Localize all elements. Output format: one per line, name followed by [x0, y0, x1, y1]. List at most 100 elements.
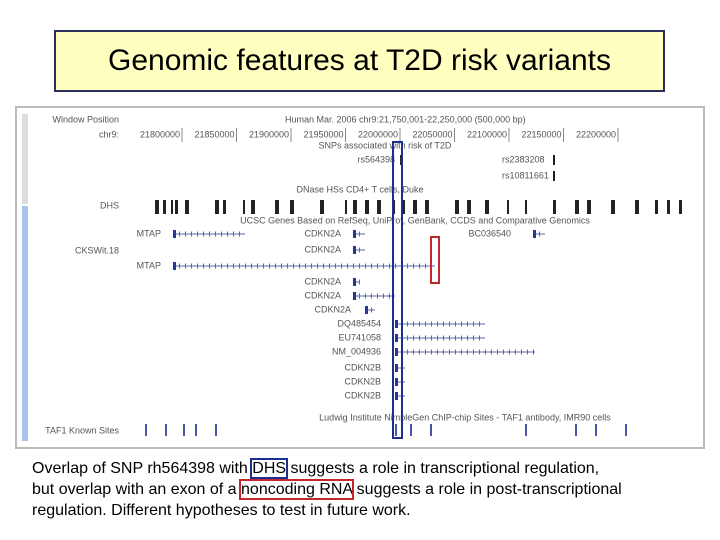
- position-label: 22100000: [467, 129, 507, 139]
- caption-highlight: noncoding RNA: [239, 479, 355, 500]
- gene-label: CDKN2B: [344, 376, 381, 386]
- side-bar: [22, 114, 28, 204]
- caption-text: suggests a role in transcriptional regul…: [286, 460, 600, 477]
- dhs-peak: [320, 200, 324, 214]
- track-title: Ludwig Institute NimbleGen ChIP-chip Sit…: [319, 412, 611, 422]
- position-label: 22000000: [358, 129, 398, 139]
- track-title: DNase HSs CD4+ T cells, Duke: [297, 184, 424, 194]
- track-label: chr9:: [99, 129, 119, 139]
- taf1-site: [195, 424, 197, 436]
- dhs-peak: [667, 200, 670, 214]
- highlight-exon: [430, 236, 440, 284]
- gene-exon: [353, 230, 356, 238]
- snp-label: rs2383208: [502, 154, 545, 164]
- gene-exon: [395, 348, 398, 356]
- gene-exon: [533, 230, 536, 238]
- highlight-snp: [392, 141, 403, 439]
- dhs-peak: [185, 200, 189, 214]
- dhs-peak: [611, 200, 615, 214]
- gene-label: MTAP: [137, 228, 161, 238]
- position-label: 21950000: [303, 129, 343, 139]
- taf1-site: [525, 424, 527, 436]
- taf1-site: [145, 424, 147, 436]
- taf1-site: [430, 424, 432, 436]
- gene-exon: [365, 306, 368, 314]
- side-bar: [22, 206, 28, 441]
- dhs-peak: [163, 200, 166, 214]
- gene-label: CDKN2A: [314, 304, 351, 314]
- dhs-peak: [655, 200, 658, 214]
- gene-label: NM_004936: [332, 346, 381, 356]
- dhs-peak: [485, 200, 489, 214]
- gene-label: CDKN2A: [304, 244, 341, 254]
- gene-exon: [173, 230, 176, 238]
- dhs-peak: [553, 200, 556, 214]
- taf1-site: [595, 424, 597, 436]
- dhs-peak: [171, 200, 173, 214]
- genome-browser: Human Mar. 2006 chr9:21,750,001-22,250,0…: [15, 106, 705, 449]
- position-label: 21900000: [249, 129, 289, 139]
- position-label: 21800000: [140, 129, 180, 139]
- dhs-peak: [587, 200, 591, 214]
- gene-label: MTAP: [137, 260, 161, 270]
- taf1-site: [410, 424, 412, 436]
- position-label: 22050000: [412, 129, 452, 139]
- track-title: UCSC Genes Based on RefSeq, UniProt, Gen…: [240, 215, 590, 225]
- caption-text: Overlap of SNP rh564398 with: [32, 460, 253, 477]
- gene-label: CDKN2A: [304, 290, 341, 300]
- dhs-peak: [290, 200, 294, 214]
- dhs-peak: [353, 200, 357, 214]
- dhs-peak: [679, 200, 682, 214]
- gene-exon: [353, 246, 356, 254]
- gene-label: EU741058: [338, 332, 381, 342]
- track-label: CKSWit.18: [75, 245, 119, 255]
- gene-label: BC036540: [468, 228, 511, 238]
- gene-exon: [395, 320, 398, 328]
- track-title: SNPs associated with risk of T2D: [319, 140, 452, 150]
- dhs-peak: [413, 200, 417, 214]
- caption-highlight: DHS: [250, 458, 289, 479]
- gene-label: CDKN2B: [344, 390, 381, 400]
- dhs-peak: [455, 200, 459, 214]
- browser-header: Human Mar. 2006 chr9:21,750,001-22,250,0…: [285, 114, 526, 124]
- dhs-peak: [251, 200, 255, 214]
- snp-mark: [553, 171, 555, 181]
- taf1-site: [165, 424, 167, 436]
- dhs-peak: [175, 200, 178, 214]
- taf1-site: [395, 424, 397, 436]
- position-label: 22150000: [521, 129, 561, 139]
- snp-label: rs10811661: [502, 170, 549, 180]
- gene-exon: [395, 392, 398, 400]
- gene-exon: [395, 334, 398, 342]
- dhs-peak: [215, 200, 219, 214]
- taf1-site: [625, 424, 627, 436]
- dhs-peak: [365, 200, 369, 214]
- browser-frame: [15, 106, 705, 449]
- dhs-peak: [575, 200, 579, 214]
- gene-exon: [173, 262, 176, 270]
- caption-text: regulation. Different hypotheses to test…: [32, 502, 411, 519]
- taf1-site: [215, 424, 217, 436]
- dhs-peak: [243, 200, 245, 214]
- dhs-peak: [345, 200, 347, 214]
- gene-exon: [353, 292, 356, 300]
- gene-exon: [353, 278, 356, 286]
- dhs-peak: [525, 200, 527, 214]
- gene-exon: [395, 364, 398, 372]
- caption-text: suggests a role in post-transcriptional: [352, 481, 622, 498]
- track-label: DHS: [100, 200, 119, 210]
- dhs-peak: [467, 200, 471, 214]
- gene-exon: [395, 378, 398, 386]
- taf1-site: [575, 424, 577, 436]
- caption-text: but overlap with an exon of a: [32, 481, 242, 498]
- track-label: Window Position: [52, 114, 119, 124]
- gene-label: CDKN2A: [304, 228, 341, 238]
- gene-label: DQ485454: [337, 318, 381, 328]
- dhs-peak: [155, 200, 159, 214]
- dhs-peak: [425, 200, 429, 214]
- dhs-peak: [223, 200, 226, 214]
- position-label: 22200000: [576, 129, 616, 139]
- slide-title: Genomic features at T2D risk variants: [54, 30, 665, 92]
- track-label: TAF1 Known Sites: [45, 425, 119, 435]
